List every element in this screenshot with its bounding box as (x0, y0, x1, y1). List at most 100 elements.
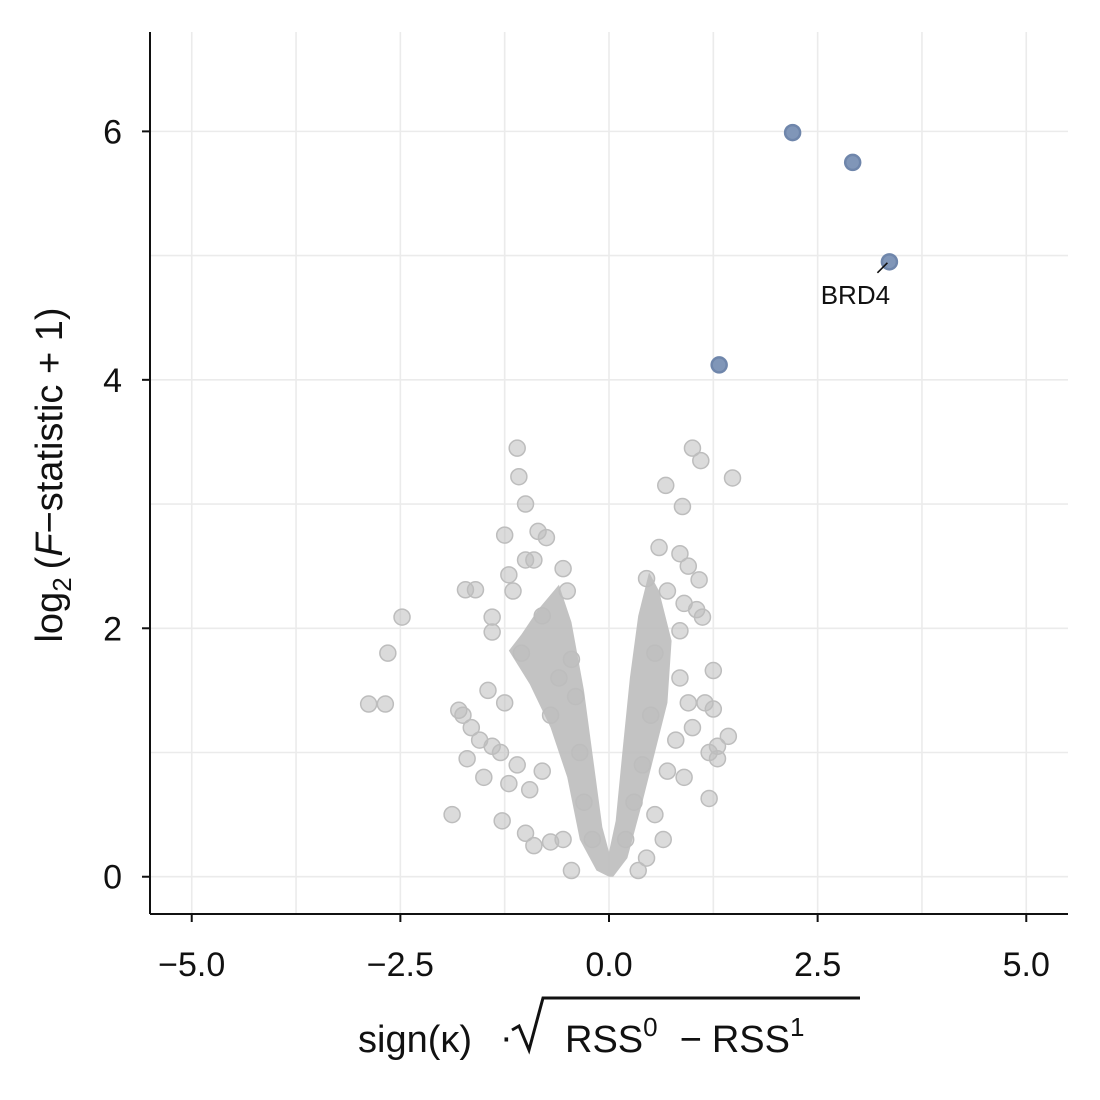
background-point (376, 695, 395, 713)
background-point (637, 569, 656, 588)
background-point (537, 528, 556, 547)
background-point (679, 694, 698, 712)
background-point (708, 749, 727, 768)
background-point (512, 644, 531, 662)
background-point (637, 849, 656, 867)
background-point (510, 467, 528, 486)
background-point (504, 582, 522, 600)
background-point (443, 805, 461, 824)
background-point (625, 793, 643, 811)
background-point (525, 551, 543, 569)
background-point (462, 718, 481, 737)
background-point (558, 582, 577, 600)
background-point (700, 789, 718, 808)
background-point (650, 538, 668, 557)
y-tick-label: 6 (103, 113, 122, 151)
grid (150, 32, 1068, 914)
x-tick-label: 2.5 (794, 946, 841, 984)
background-point (723, 469, 742, 487)
background-point (495, 526, 514, 544)
background-point (575, 793, 593, 811)
background-point (646, 805, 664, 824)
background-point (675, 768, 693, 787)
background-point (656, 476, 675, 495)
background-point (571, 743, 589, 762)
background-point (683, 718, 702, 737)
background-point (458, 749, 476, 768)
x-tick-label: −2.5 (367, 946, 434, 984)
background-point (654, 830, 672, 849)
background-point (671, 622, 689, 640)
sqrt-icon (511, 996, 860, 1055)
background-point (671, 669, 689, 687)
background-point (483, 623, 501, 641)
y-axis-title: log2(F−statistic + 1) (29, 307, 77, 642)
background-point (566, 687, 585, 706)
background-point (562, 861, 581, 880)
x-tick-label: −5.0 (158, 946, 225, 984)
background-point (693, 608, 712, 626)
background-point (633, 756, 652, 774)
y-tick-label: 0 (103, 859, 122, 897)
highlighted-point (783, 123, 802, 142)
y-tick-label: 4 (103, 362, 122, 400)
background-point (533, 607, 551, 625)
background-point (704, 700, 723, 718)
background-point (679, 557, 698, 575)
background-point (658, 582, 677, 600)
background-point (692, 451, 710, 470)
background-point (500, 774, 518, 793)
background-point (359, 695, 378, 713)
background-point (690, 571, 708, 589)
background-point (508, 439, 526, 457)
background-point (583, 830, 602, 849)
background-point (379, 644, 397, 662)
background-point (554, 830, 572, 849)
background-point (508, 756, 526, 774)
x-axis-title-prefix: sign(κ) (358, 1019, 472, 1061)
background-point (719, 727, 738, 746)
background-point (454, 706, 472, 724)
x-axis-title-dot: · (500, 1017, 513, 1059)
background-point (491, 743, 510, 762)
background-point (393, 608, 411, 626)
background-point (683, 439, 702, 457)
background-point (516, 824, 535, 843)
highlighted-point (710, 356, 728, 374)
background-points (359, 439, 742, 880)
background-point (466, 581, 485, 599)
background-point (671, 544, 689, 563)
y-tick-label: 2 (103, 610, 122, 648)
background-point (641, 706, 660, 724)
background-point (704, 661, 723, 680)
background-point (495, 694, 514, 712)
x-axis-title-term: RSS0− RSS1 (565, 1012, 804, 1061)
highlighted-point (843, 153, 862, 172)
background-point (493, 812, 511, 830)
background-point (616, 830, 635, 849)
x-tick-label: 0.0 (585, 946, 632, 984)
annotation-leader (876, 262, 888, 274)
background-point (541, 706, 560, 724)
background-point (562, 650, 581, 669)
background-point (554, 559, 572, 578)
background-point (533, 762, 551, 780)
background-point (550, 669, 568, 687)
background-point (525, 836, 543, 855)
background-point (667, 731, 685, 749)
background-point (483, 608, 501, 626)
background-point (520, 781, 539, 799)
background-point (500, 566, 518, 584)
axes: −5.0 −2.5 0.0 2.5 5.0 0 2 4 6 (103, 32, 1068, 984)
background-point (479, 681, 497, 700)
background-point (646, 644, 664, 662)
background-point (673, 497, 692, 516)
background-point (475, 768, 493, 787)
background-point (658, 762, 677, 780)
background-point (516, 495, 535, 513)
background-point (629, 861, 647, 880)
x-tick-label: 5.0 (1003, 946, 1050, 984)
annotations: BRD4 (821, 262, 890, 310)
x-axis-title: sign(κ) · RSS0− RSS1 (358, 996, 860, 1061)
